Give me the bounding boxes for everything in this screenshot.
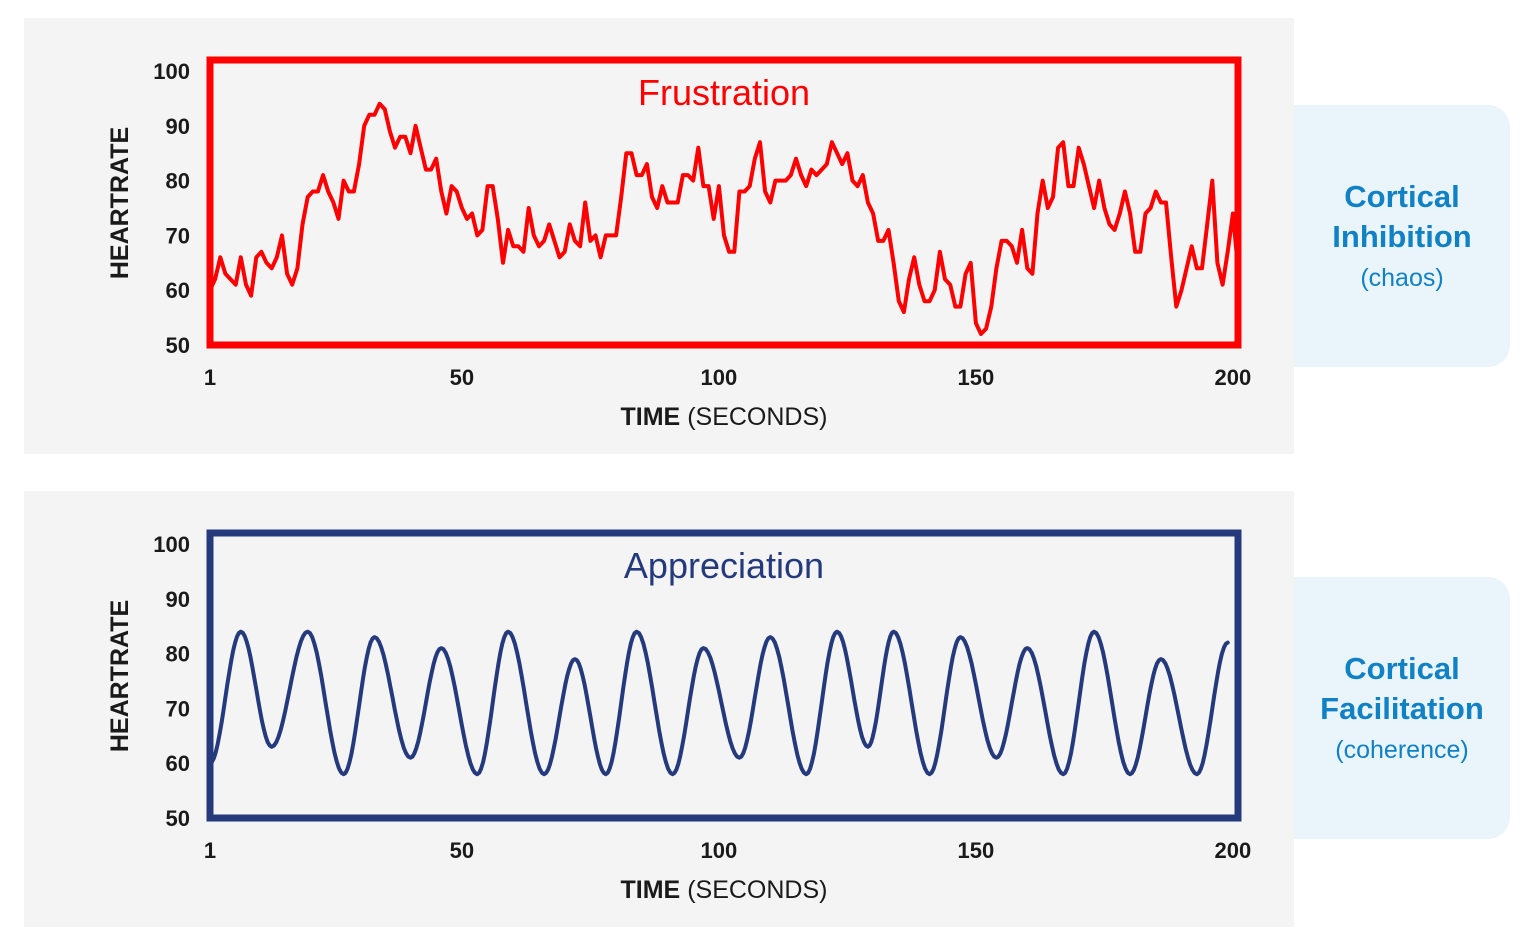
y-tick-label: 70 [166,223,190,248]
x-tick-label: 1 [204,365,216,390]
x-tick-label: 150 [958,838,995,863]
side-title-line2: Inhibition [1332,219,1472,254]
x-tick-label: 200 [1215,365,1252,390]
x-axis-label: TIME (SECONDS) [621,876,828,904]
y-tick-label: 100 [153,532,190,557]
y-axis-label: HEARTRATE [106,600,134,752]
x-tick-label: 200 [1215,838,1252,863]
cortical-inhibition-card: Cortical Inhibition (chaos) [1294,105,1510,367]
y-tick-label: 90 [166,114,190,139]
appreciation-frame [206,529,1242,822]
appreciation-title: Appreciation [624,545,824,586]
side-subtitle: (chaos) [1360,264,1444,292]
y-tick-label: 50 [166,806,190,831]
side-subtitle: (coherence) [1335,736,1469,764]
y-tick-label: 50 [166,333,190,358]
appreciation-series-line [208,629,1230,777]
frustration-frame [206,56,1242,349]
y-tick-label: 80 [166,169,190,194]
frustration-panel [24,18,1294,454]
x-tick-label: 50 [450,365,474,390]
x-tick-label: 100 [701,365,738,390]
x-tick-label: 1 [204,838,216,863]
cortical-facilitation-card: Cortical Facilitation (coherence) [1294,577,1510,839]
y-tick-label: 90 [166,587,190,612]
frustration-title: Frustration [638,72,810,113]
y-tick-label: 60 [166,278,190,303]
x-tick-label: 100 [701,838,738,863]
y-tick-label: 80 [166,642,190,667]
x-tick-label: 50 [450,838,474,863]
side-title-line1: Cortical [1344,179,1460,214]
frustration-series-line [208,101,1240,336]
y-tick-label: 60 [166,751,190,776]
y-axis-label: HEARTRATE [106,127,134,279]
y-tick-label: 100 [153,59,190,84]
x-tick-label: 150 [958,365,995,390]
appreciation-panel [24,491,1294,927]
x-axis-label: TIME (SECONDS) [621,403,828,431]
y-tick-label: 70 [166,696,190,721]
side-title-line2: Facilitation [1320,691,1484,726]
side-title-line1: Cortical [1344,651,1460,686]
